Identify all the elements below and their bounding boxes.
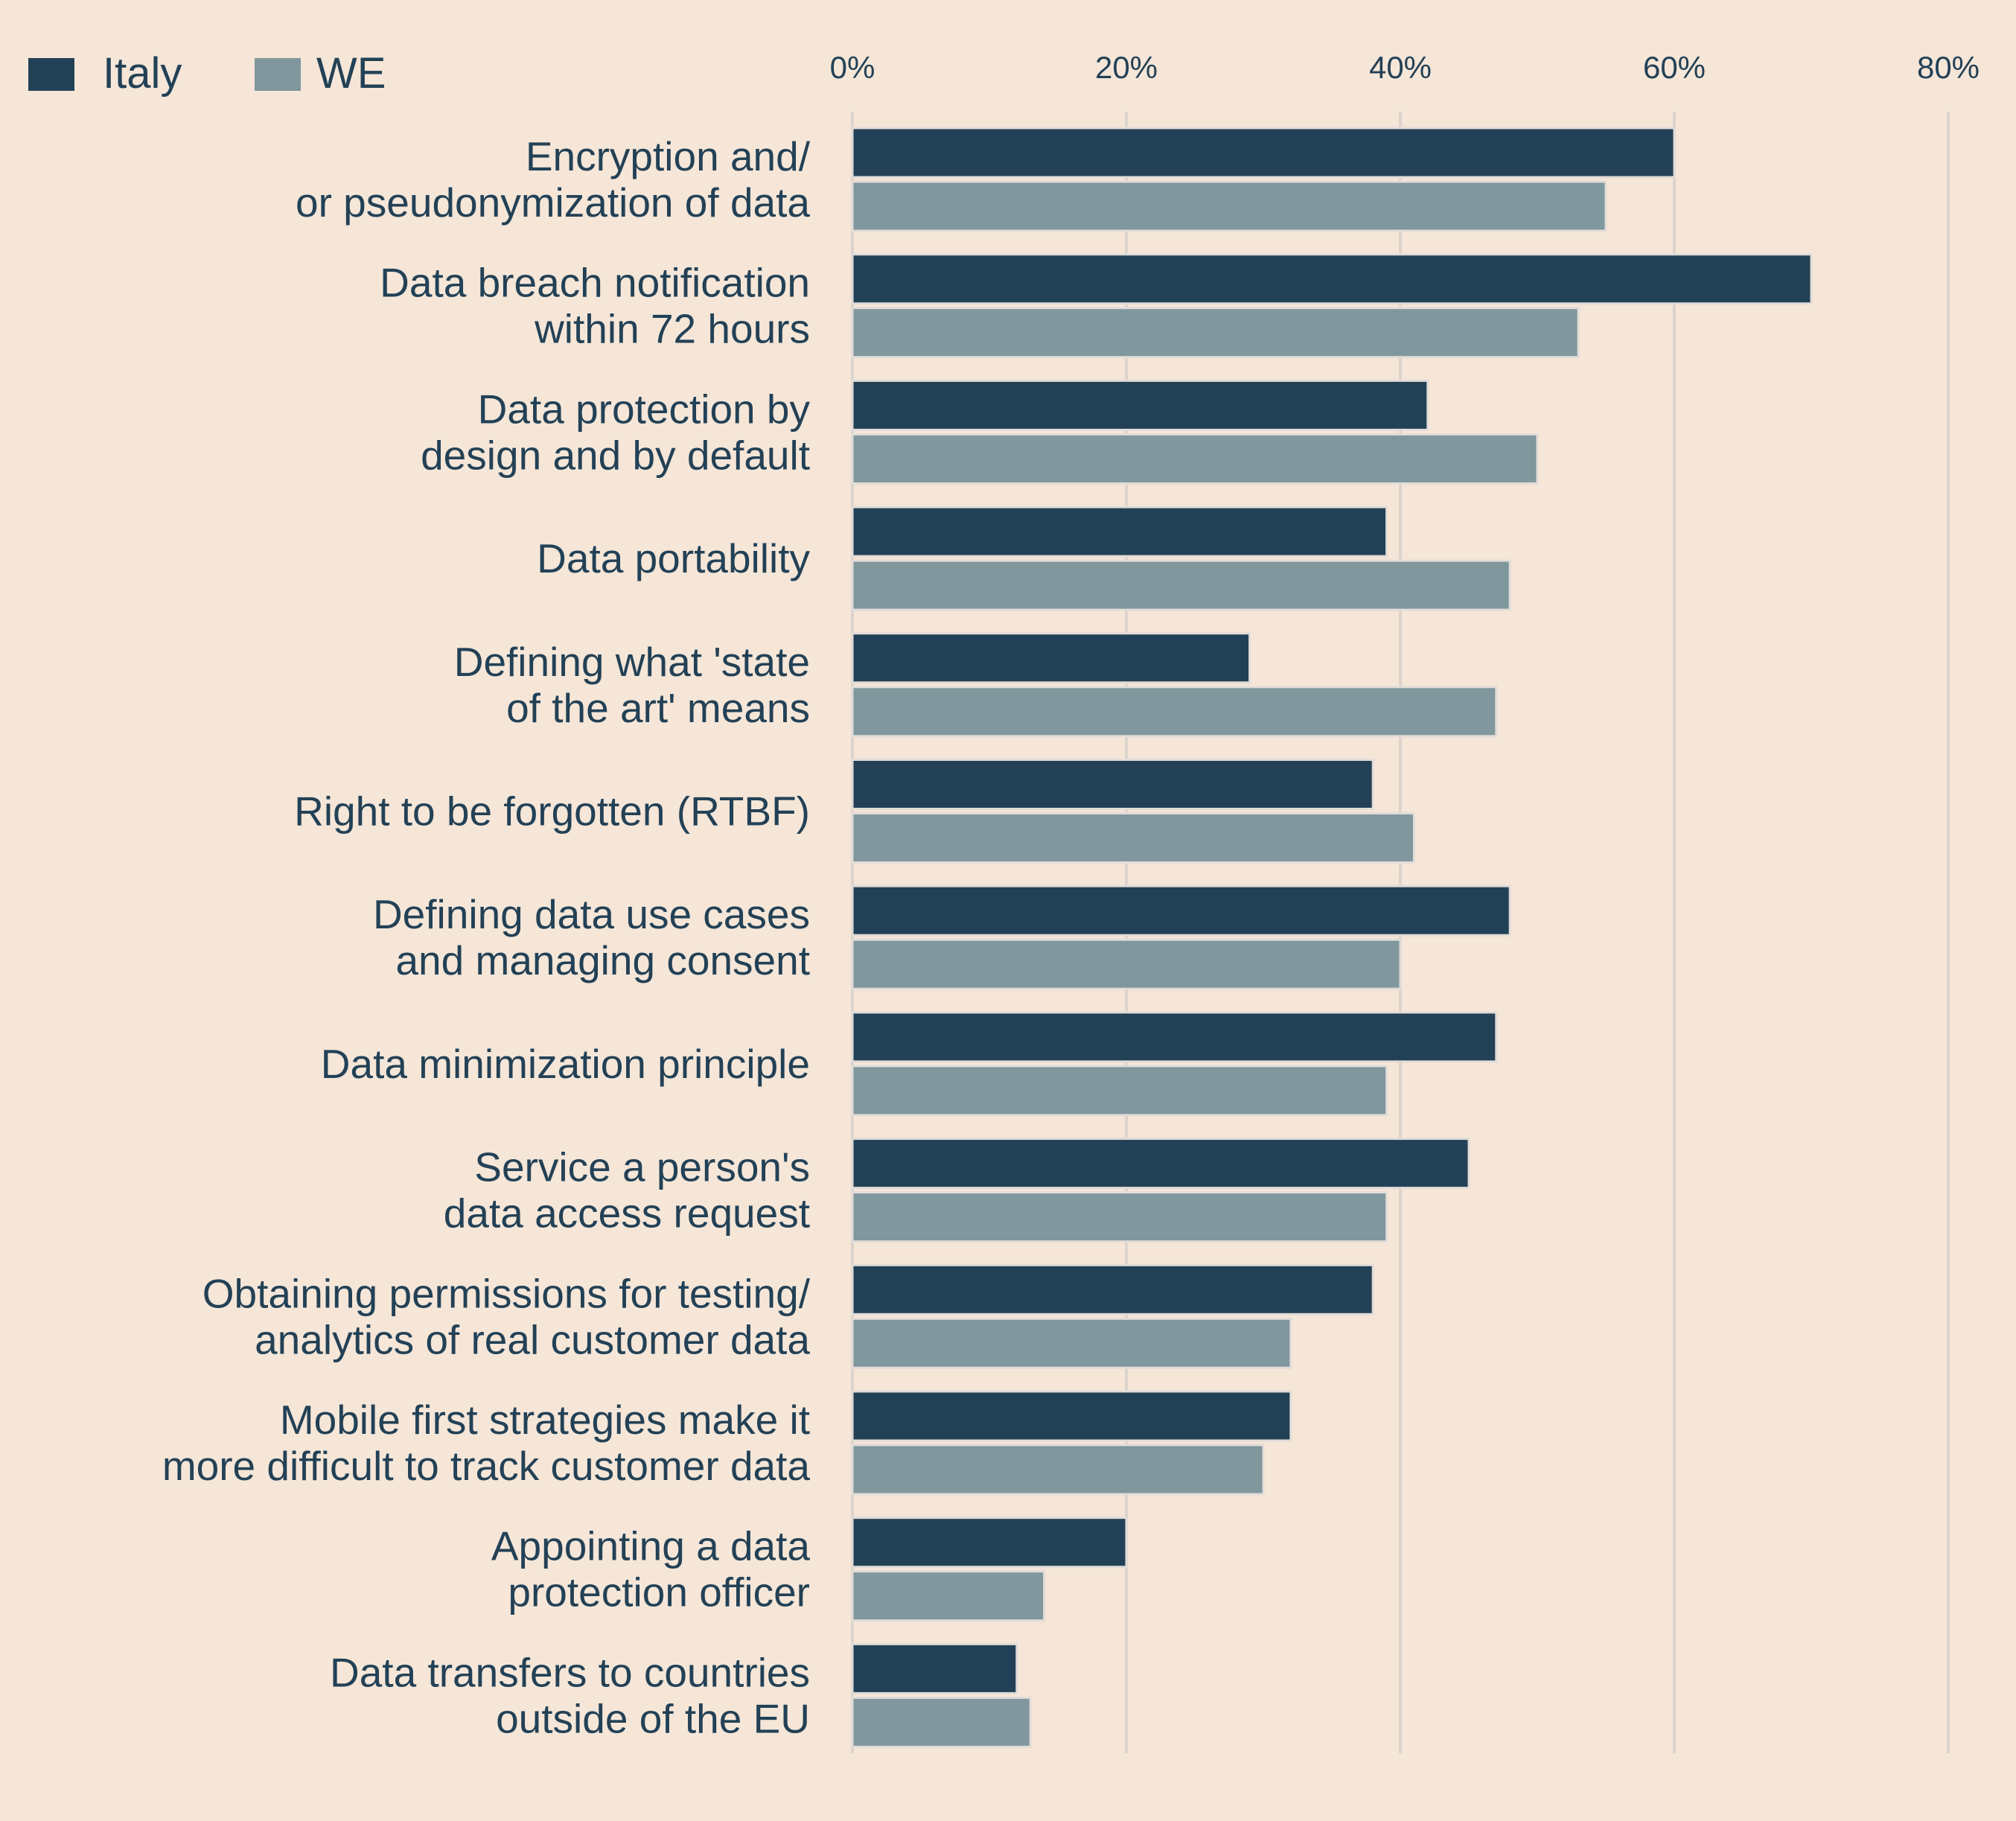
category-label: Data protection by design and by default <box>421 386 810 478</box>
x-tick-label: 20% <box>1095 50 1158 85</box>
x-tick-label: 0% <box>830 50 875 85</box>
bar-we <box>851 938 1402 990</box>
bar-italy <box>851 1642 1018 1694</box>
category-label-line: analytics of real customer data <box>255 1316 810 1362</box>
bar-we <box>851 307 1580 359</box>
bar-italy <box>851 632 1251 684</box>
category-label: Data portability <box>537 535 810 581</box>
bar-italy <box>851 1517 1128 1569</box>
category-label-line: data access request <box>444 1190 810 1237</box>
category-label-line: Obtaining permissions for testing/ <box>202 1270 811 1316</box>
bar-italy <box>851 506 1388 558</box>
bar-we <box>851 1065 1388 1117</box>
category-label: Data minimization principle <box>321 1041 810 1087</box>
category-label: Right to be forgotten (RTBF) <box>294 788 810 835</box>
bar-italy <box>851 127 1676 179</box>
category-label-line: Appointing a data <box>491 1523 811 1569</box>
category-label-line: Defining data use cases <box>373 891 810 937</box>
bar-we <box>851 1191 1388 1243</box>
legend-swatch-italy <box>28 58 74 91</box>
category-label-line: Right to be forgotten (RTBF) <box>294 788 810 835</box>
bar-italy <box>851 253 1813 305</box>
category-label-line: Defining what 'state <box>454 639 810 685</box>
bar-we <box>851 559 1511 611</box>
legend-swatch-we <box>255 58 301 91</box>
category-label-line: of the art' means <box>506 685 810 731</box>
category-label-line: Data protection by <box>478 386 811 432</box>
legend-label-italy: Italy <box>103 49 182 98</box>
category-labels: Encryption and/or pseudonymization of da… <box>162 133 811 1741</box>
category-label-line: protection officer <box>508 1569 810 1616</box>
category-label-line: Data breach notification <box>380 260 810 306</box>
bar-italy <box>851 759 1374 810</box>
category-label-line: Data minimization principle <box>321 1041 810 1087</box>
category-label-line: design and by default <box>421 432 810 478</box>
category-label-line: more difficult to track customer data <box>162 1443 811 1489</box>
category-label-line: or pseudonymization of data <box>296 179 810 226</box>
category-label: Mobile first strategies make it more diff… <box>162 1397 811 1489</box>
bar-we <box>851 433 1539 485</box>
x-tick-label: 40% <box>1369 50 1432 85</box>
category-label-line: outside of the EU <box>496 1695 810 1741</box>
x-tick-label: 60% <box>1643 50 1706 85</box>
bar-italy <box>851 1011 1498 1063</box>
category-label: Encryption and/or pseudonymization of da… <box>296 133 811 226</box>
category-label: Defining what 'state of the art' means <box>454 639 810 731</box>
bar-italy <box>851 884 1511 937</box>
x-axis-ticks: 0% 20% 40% 60% 80% <box>830 50 1980 85</box>
category-label-line: Mobile first strategies make it <box>280 1397 810 1443</box>
bar-italy <box>851 1138 1470 1190</box>
bar-italy <box>851 1263 1374 1315</box>
bar-we <box>851 1444 1265 1496</box>
category-label: Defining data use cases and managing cons… <box>373 891 810 983</box>
category-label-line: Encryption and/ <box>526 133 811 179</box>
category-label: Data transfers to countries outside of th… <box>330 1649 810 1741</box>
category-label-line: Data transfers to countries <box>330 1649 810 1695</box>
bar-we <box>851 1570 1046 1622</box>
legend: Italy WE <box>28 49 386 98</box>
bar-we <box>851 1317 1292 1369</box>
x-tick-label: 80% <box>1917 50 1980 85</box>
bars <box>851 127 1813 1748</box>
bar-we <box>851 1696 1032 1748</box>
category-label: Appointing a data protection officer <box>491 1523 811 1616</box>
category-label-line: within 72 hours <box>534 306 810 352</box>
bar-we <box>851 812 1415 864</box>
category-label-line: Data portability <box>537 535 810 581</box>
bar-italy <box>851 1390 1292 1442</box>
bar-we <box>851 686 1498 738</box>
category-label: Data breach notification within 72 hours <box>380 260 810 352</box>
category-label-line: Service a person's <box>474 1144 810 1190</box>
bar-italy <box>851 379 1429 431</box>
category-label: Obtaining permissions for testing/analyt… <box>202 1270 811 1362</box>
legend-label-we: WE <box>316 49 386 98</box>
category-label-line: and managing consent <box>395 937 810 983</box>
category-label: Service a person's data access request <box>444 1144 810 1237</box>
bar-we <box>851 180 1607 232</box>
